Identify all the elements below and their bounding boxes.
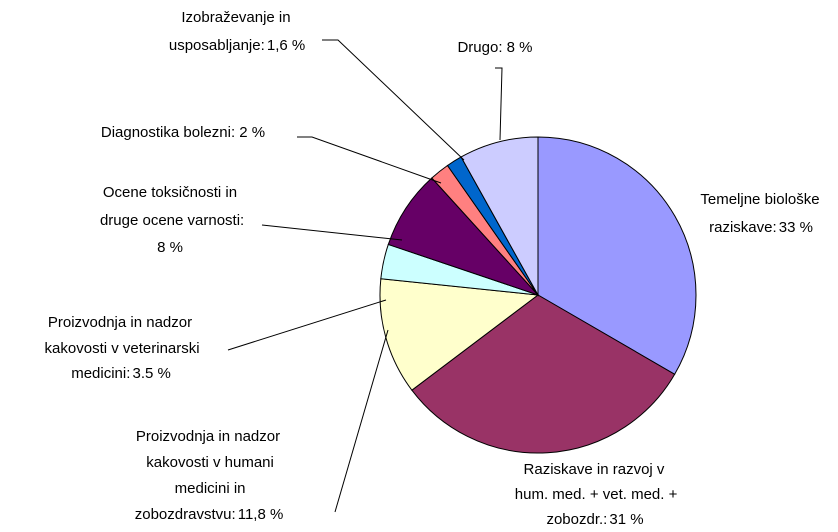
slice-label: Temeljne biološke raziskave: — [700, 191, 819, 236]
leader-line — [322, 39, 465, 161]
label-line: medicini in — [170, 480, 245, 497]
label-line: druge ocene varnosti: — [96, 212, 244, 229]
label-line: kakovosti v veterinarski — [40, 340, 199, 357]
value-label: 8 % — [157, 239, 183, 256]
label-line: Drugo: — [457, 39, 502, 56]
label-line: zobozdravstvu: — [131, 506, 236, 523]
slice-label: Proizvodnja in nadzor kakovosti v veteri… — [40, 314, 199, 382]
label-line: kakovosti v humani — [142, 454, 274, 471]
value-label: 2 % — [239, 124, 265, 141]
value-label: 8 % — [507, 39, 533, 56]
label-line: raziskave: — [705, 219, 777, 236]
label-line: Diagnostika bolezni: — [101, 124, 235, 141]
label-line: Ocene toksičnosti in — [103, 184, 237, 201]
slice-label: Drugo: — [457, 39, 502, 56]
leader-line — [227, 299, 387, 351]
value-label: 11,8 % — [238, 506, 284, 523]
label-line: Raziskave in razvoj v — [524, 461, 665, 478]
pie-slice — [537, 136, 697, 375]
slice-label: Ocene toksičnosti in druge ocene varnost… — [96, 184, 244, 229]
label-line: Proizvodnja in nadzor — [136, 428, 280, 445]
value-label: 33 % — [779, 219, 813, 236]
leader-line — [261, 224, 403, 241]
label-line: medicini: — [67, 365, 130, 382]
leader-line — [334, 329, 389, 513]
label-line: Izobraževanje in — [181, 9, 290, 26]
value-label: 3.5 % — [133, 365, 171, 382]
value-label: 1,6 % — [267, 37, 305, 54]
pie-slice — [411, 294, 676, 454]
leader-line — [297, 136, 442, 184]
label-line: usposabljanje: — [165, 37, 265, 54]
slice-label: Diagnostika bolezni: — [101, 124, 235, 141]
label-line: Temeljne biološke — [700, 191, 819, 208]
label-line: zobozdr.: — [542, 511, 607, 528]
label-line: hum. med. + vet. med. + — [511, 486, 678, 503]
leader-line — [495, 67, 503, 141]
slice-label: Raziskave in razvoj v hum. med. + vet. m… — [511, 461, 678, 528]
slice-label: Proizvodnja in nadzor kakovosti v humani… — [131, 428, 281, 523]
label-line: Proizvodnja in nadzor — [48, 314, 192, 331]
slice-label: Izobraževanje in usposabljanje: — [165, 9, 291, 54]
value-label: 31 % — [609, 511, 643, 528]
